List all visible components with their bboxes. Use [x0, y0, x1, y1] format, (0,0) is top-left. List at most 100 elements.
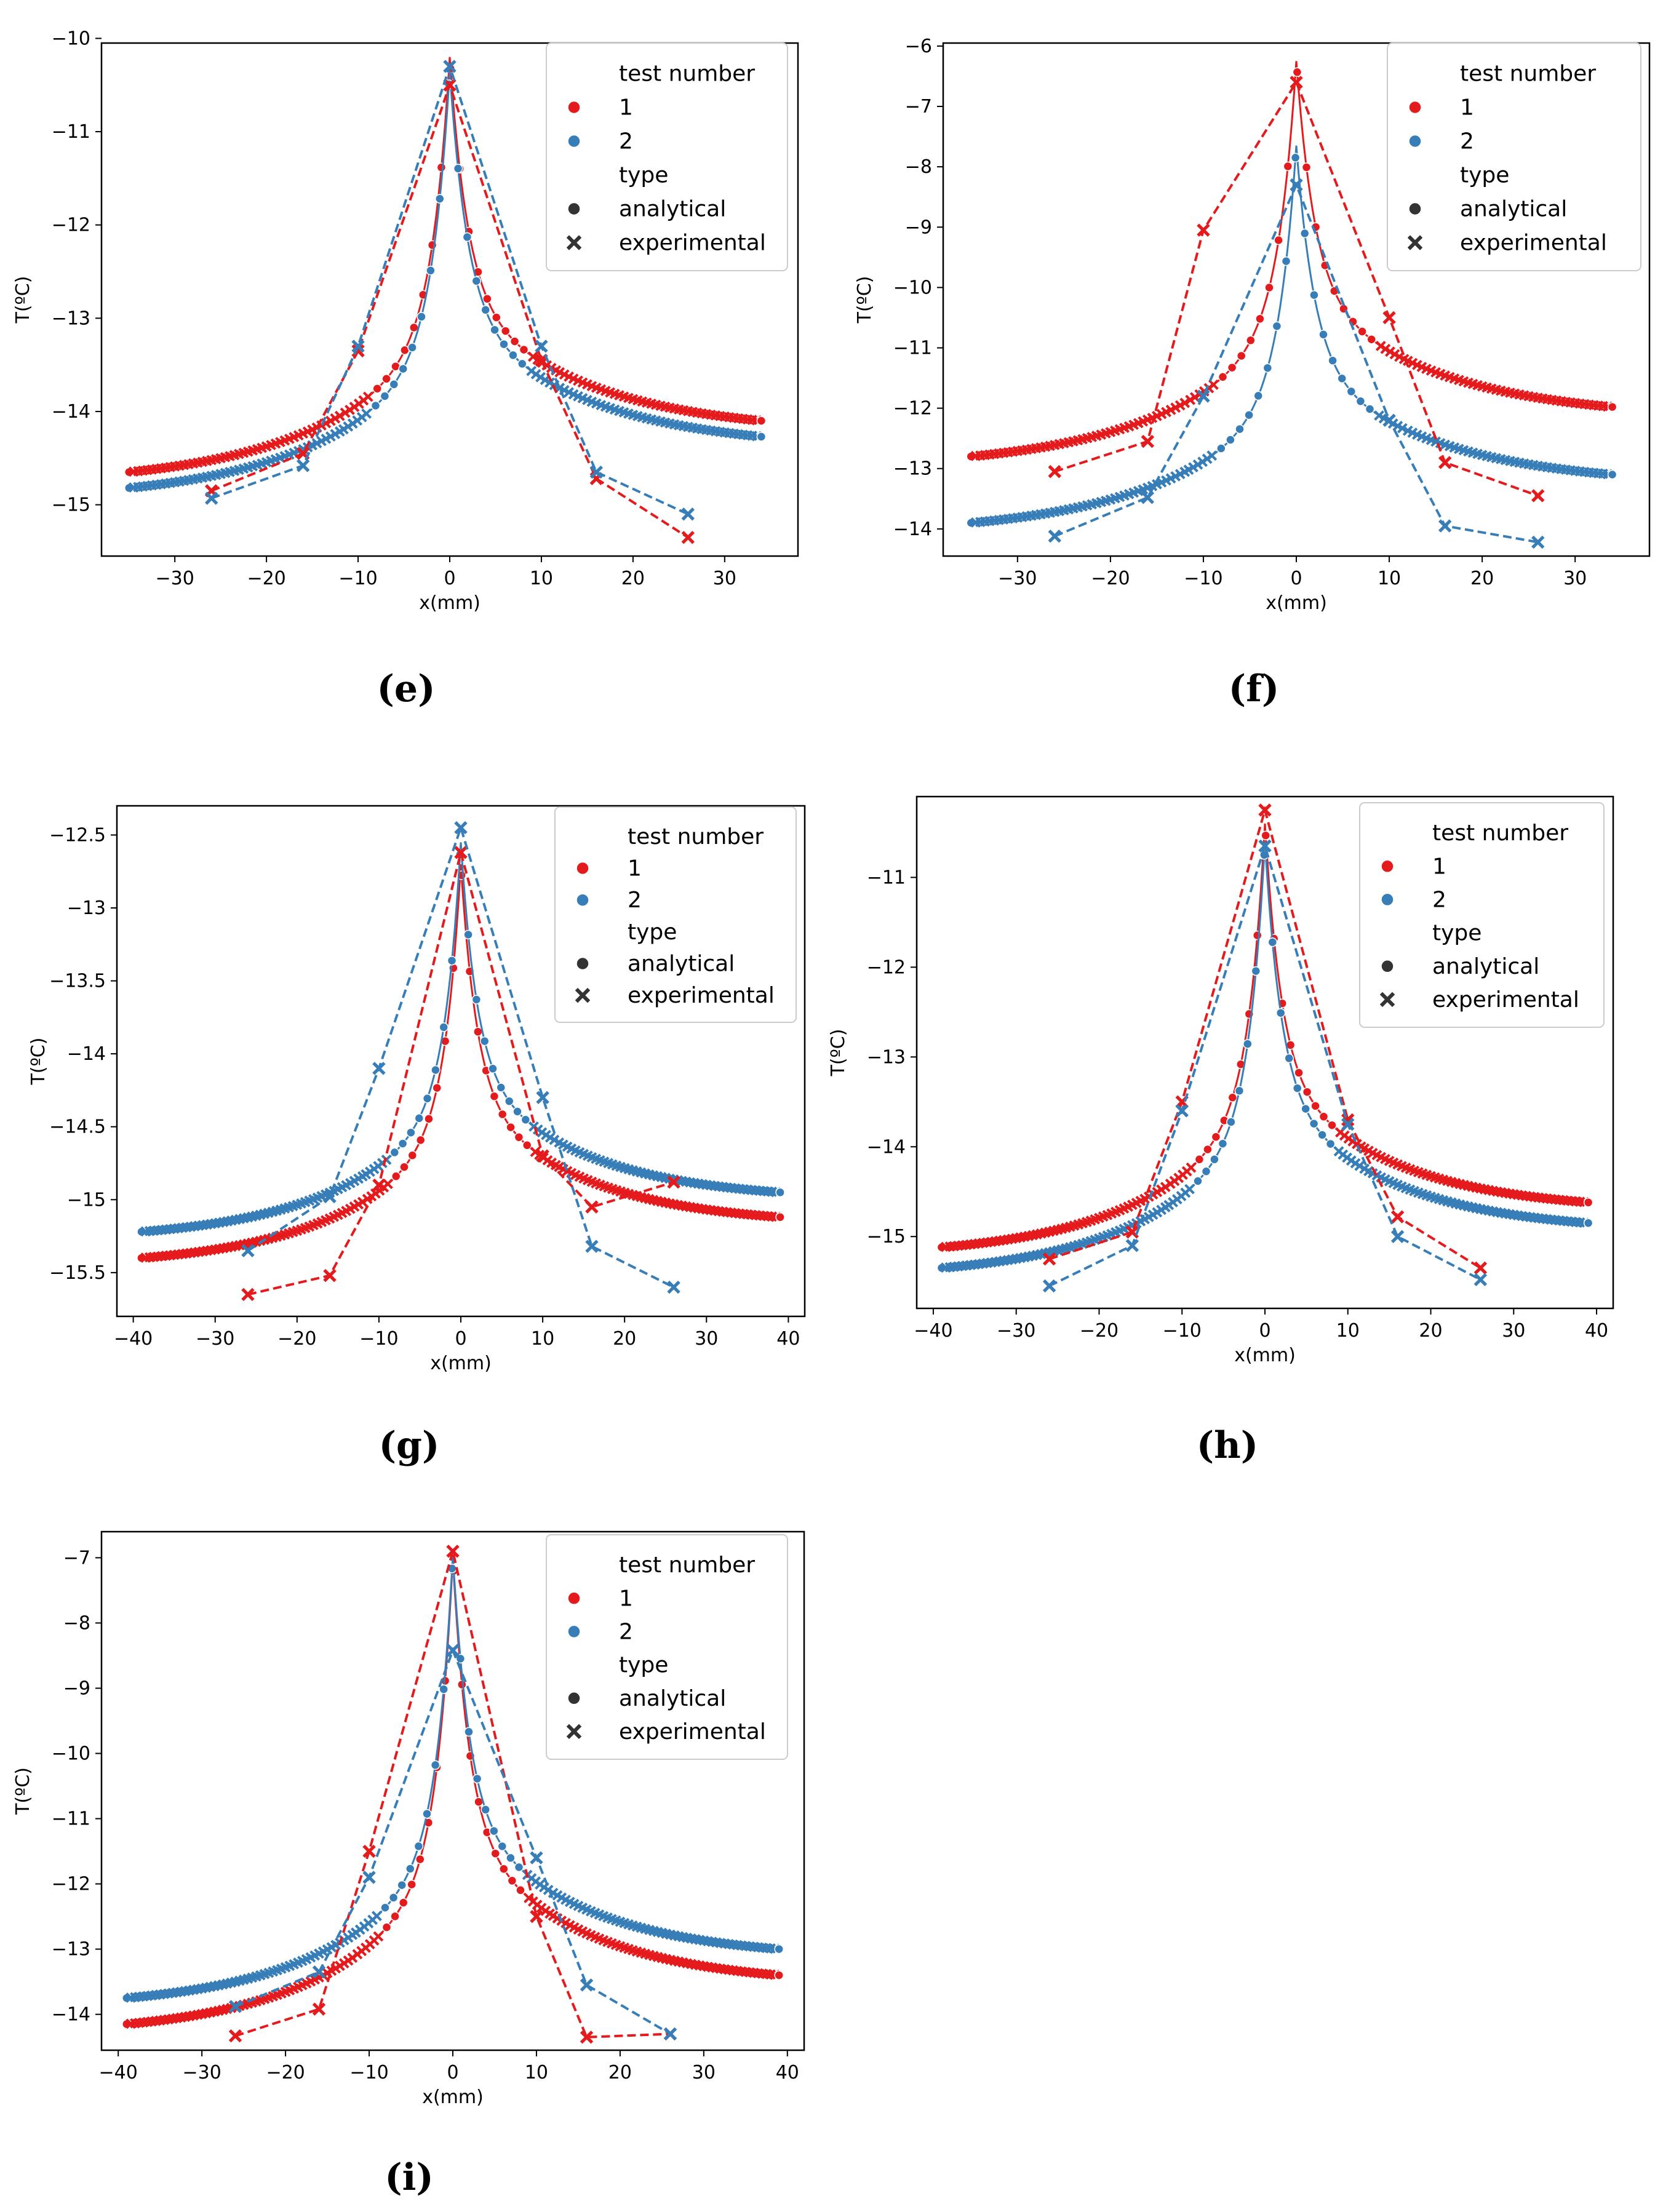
analytical-marker [1380, 343, 1391, 354]
analytical-marker [1394, 351, 1405, 362]
analytical-marker [322, 1944, 333, 1955]
analytical-marker [1211, 1132, 1221, 1142]
analytical-marker [499, 1864, 509, 1874]
experimental-marker [1197, 223, 1210, 237]
analytical-marker [1275, 1008, 1286, 1018]
analytical-marker [1203, 1144, 1213, 1155]
analytical-marker [325, 415, 336, 426]
analytical-marker [1389, 349, 1400, 360]
analytical-marker [497, 1109, 508, 1120]
x-tick-label: −20 [266, 2062, 305, 2083]
analytical-marker [1218, 1139, 1228, 1148]
analytical-marker [1281, 256, 1291, 266]
analytical-marker [506, 1122, 516, 1132]
experimental-marker [1382, 413, 1396, 427]
analytical-marker [380, 391, 390, 401]
analytical-marker [568, 389, 579, 400]
analytical-marker [1216, 444, 1226, 453]
analytical-marker [482, 294, 492, 304]
legend-marker [1379, 992, 1395, 1008]
experimental-marker [241, 1287, 255, 1302]
analytical-marker [424, 1114, 434, 1124]
analytical-marker [405, 1864, 415, 1874]
panel-label: (i) [385, 2156, 434, 2199]
analytical-marker [1299, 228, 1310, 239]
legend-marker [576, 861, 589, 875]
analytical-marker [1583, 1198, 1593, 1207]
series-1-analytical [137, 864, 785, 1263]
analytical-marker [1165, 404, 1176, 415]
panel-label: (e) [377, 667, 436, 710]
experimental-marker [1141, 434, 1155, 448]
analytical-marker [372, 1911, 382, 1922]
analytical-marker [1283, 161, 1293, 172]
series-2-experimental [228, 1644, 677, 2041]
y-tick-label: −11 [893, 337, 932, 359]
experimental-marker [296, 459, 310, 472]
analytical-marker [1318, 1112, 1329, 1122]
analytical-marker [1234, 1086, 1245, 1096]
legend: test number 1 2 type analytical experimental [554, 806, 797, 1023]
x-tick-label: −30 [998, 568, 1037, 589]
analytical-marker [1301, 1104, 1310, 1114]
analytical-marker [516, 1885, 525, 1895]
x-axis-label: x(mm) [430, 1353, 492, 1374]
analytical-marker [361, 408, 372, 419]
analytical-marker [1583, 1218, 1593, 1228]
analytical-marker [407, 343, 417, 352]
experimental-marker [1048, 529, 1061, 543]
experimental-marker [446, 1545, 460, 1558]
analytical-marker [1227, 1092, 1238, 1103]
experimental-marker [1531, 535, 1545, 549]
analytical-marker [398, 1898, 409, 1908]
analytical-marker [504, 1096, 514, 1106]
experimental-marker [351, 340, 365, 353]
analytical-marker [1161, 407, 1171, 418]
analytical-marker [559, 369, 570, 380]
analytical-marker [435, 194, 445, 204]
axes-frame [100, 1530, 805, 2051]
experimental-marker [1175, 1104, 1189, 1118]
experimental-marker [536, 1091, 549, 1105]
legend-text: type [1460, 163, 1509, 188]
x-tick-label: 0 [455, 1328, 466, 1350]
y-tick-label: −10 [893, 277, 932, 298]
axes-frame [116, 805, 806, 1318]
analytical-marker [471, 995, 482, 1005]
analytical-marker [1185, 394, 1196, 405]
analytical-marker [302, 426, 313, 437]
analytical-marker [1301, 162, 1312, 172]
analytical-marker [1328, 356, 1338, 365]
chart-panel-2: −30 −20 −10 0 10 20 30 −14 −13 −12 −11 −10 −9 −8 −7 −6 x… [854, 36, 1651, 710]
legend-marker [567, 134, 581, 148]
y-tick-label: −7 [63, 1547, 90, 1569]
y-tick-label: −6 [905, 36, 932, 57]
y-tick-label: −11 [52, 121, 90, 143]
legend-text: test number [1432, 821, 1568, 846]
series-1-experimental [241, 846, 680, 1302]
analytical-marker [1227, 362, 1237, 373]
analytical-marker [453, 164, 463, 173]
legend-text: 1 [619, 1586, 633, 1611]
analytical-marker [1262, 363, 1273, 373]
analytical-marker [422, 1808, 432, 1819]
analytical-marker [381, 374, 391, 384]
experimental-marker [1474, 1273, 1488, 1287]
analytical-marker [298, 428, 309, 439]
x-tick-label: −30 [156, 568, 194, 589]
analytical-marker [1392, 421, 1403, 431]
legend-text: 1 [628, 856, 642, 881]
y-tick-label: −13 [893, 458, 932, 480]
analytical-marker [321, 433, 332, 444]
experimental-marker [323, 1190, 337, 1204]
y-tick-label: −15 [67, 1189, 106, 1211]
experimental-marker [663, 2027, 677, 2041]
analytical-marker [1251, 966, 1261, 976]
analytical-marker [1235, 424, 1245, 434]
analytical-marker [417, 312, 426, 322]
legend-text: experimental [628, 983, 775, 1008]
experimental-marker [443, 78, 457, 92]
experimental-marker [530, 1851, 543, 1864]
experimental-marker [228, 2000, 242, 2013]
analytical-marker [1292, 67, 1302, 78]
